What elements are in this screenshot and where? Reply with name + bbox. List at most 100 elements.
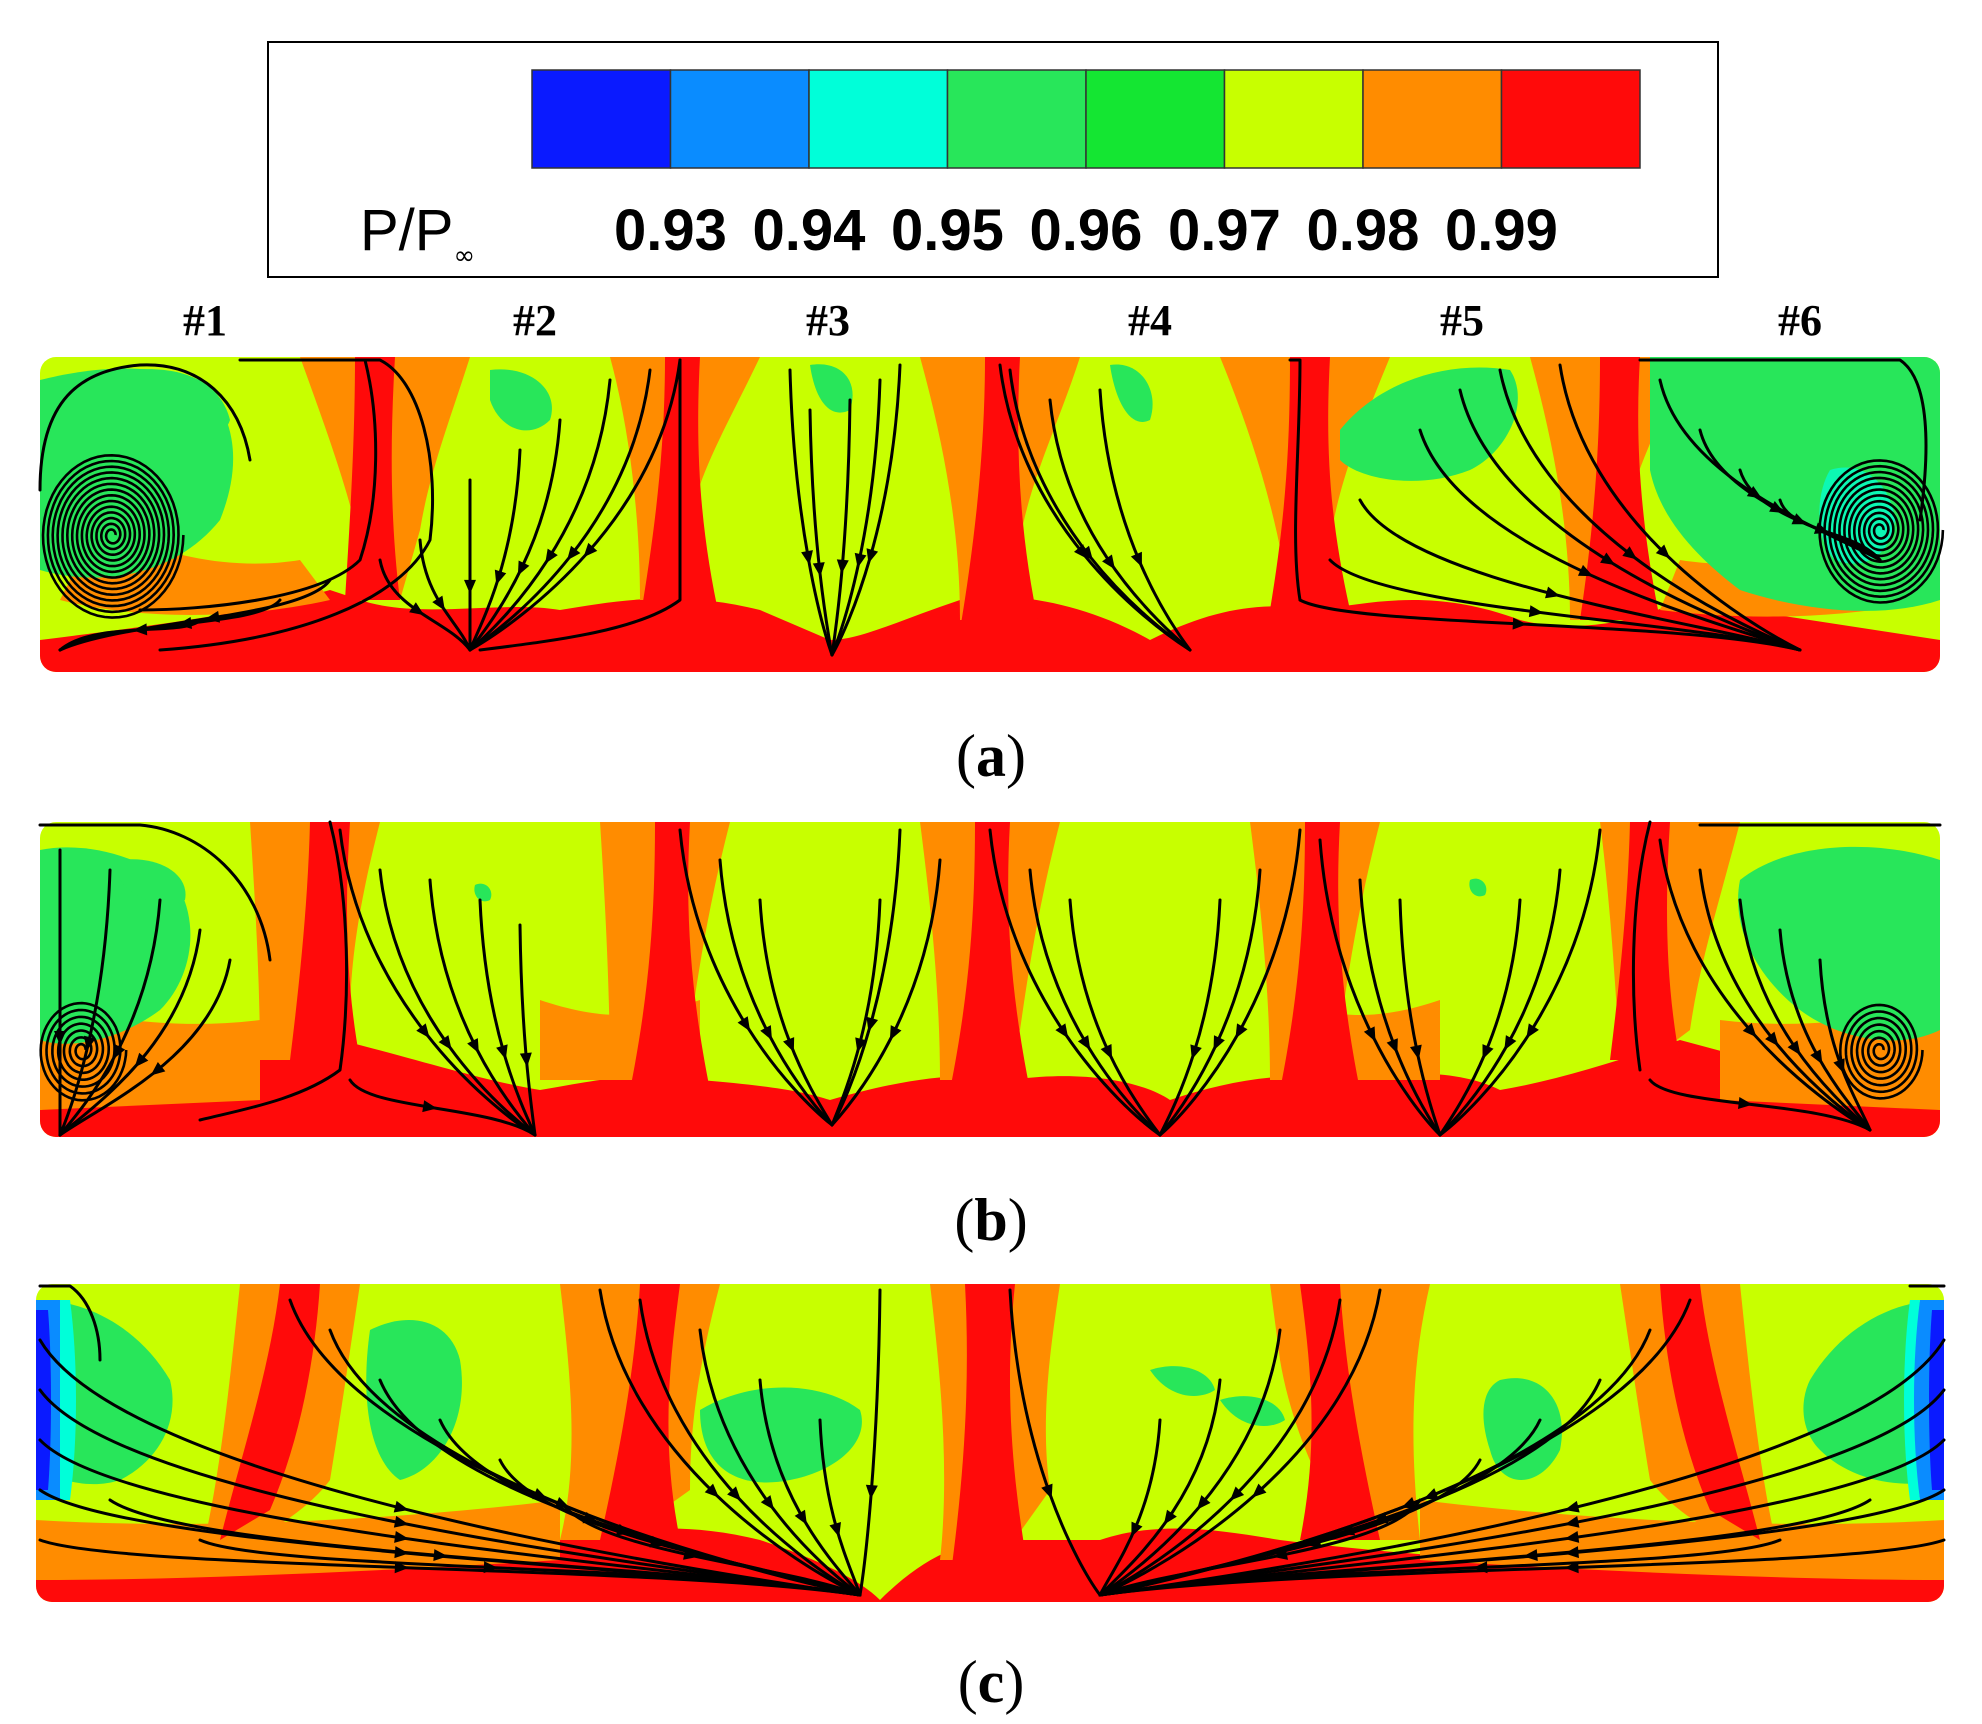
- legend-swatch-4: [946, 69, 1087, 169]
- streamline-arrow: [409, 602, 425, 616]
- streamline-arrow: [1041, 1483, 1053, 1499]
- streamline-arrow: [432, 595, 445, 611]
- panel-b: [40, 822, 1940, 1137]
- streamline-arrow: [836, 559, 849, 574]
- legend-swatch-6: [1223, 69, 1364, 169]
- streamline-arrow: [1077, 1035, 1091, 1051]
- streamline-arrow: [1229, 1486, 1245, 1501]
- streamline-arrow: [1235, 1023, 1248, 1039]
- legend-tick-label: 0.96: [1030, 198, 1143, 263]
- streamline-arrow: [1473, 1561, 1488, 1574]
- streamline-arrow: [1102, 554, 1115, 570]
- streamline-arrow: [1163, 1509, 1177, 1525]
- streamline-arrow: [1504, 1035, 1517, 1051]
- panel-a-streamline: [138, 358, 378, 612]
- streamline-arrow: [866, 548, 879, 564]
- streamline-arrow: [1196, 1495, 1211, 1510]
- panel-a-streamline: [38, 363, 252, 492]
- streamline-arrow: [1655, 544, 1671, 559]
- streamline-arrow: [1079, 545, 1093, 561]
- panel-a-streamlines: [38, 358, 1945, 657]
- legend-tick-labels: 0.93 0.94 0.95 0.96 0.97 0.98 0.99: [614, 198, 1558, 263]
- panel-a-vortex-left: [41, 453, 185, 619]
- legend-swatch-3: [808, 69, 949, 169]
- streamline-arrow: [1769, 501, 1785, 513]
- streamline-arrow: [783, 1037, 795, 1053]
- streamline-arrow: [683, 1548, 699, 1560]
- streamline-arrow: [1482, 1044, 1494, 1060]
- streamline-arrow: [1742, 1022, 1757, 1038]
- panel-label-c: (c): [958, 1649, 1025, 1715]
- legend-swatch-8: [1500, 69, 1641, 169]
- streamline-arrow: [794, 1509, 807, 1525]
- streamline-arrow: [1130, 551, 1142, 567]
- channel-label-5: #5: [1440, 296, 1484, 345]
- streamline-arrow: [1765, 1031, 1779, 1047]
- streamline-arrow: [1564, 1500, 1580, 1513]
- streamline-arrow: [812, 562, 825, 577]
- legend-variable: P/P∞: [360, 198, 475, 271]
- streamline-arrow: [1545, 586, 1561, 599]
- streamline-arrow: [54, 1031, 66, 1046]
- streamline-arrow: [704, 1483, 719, 1498]
- channel-label-3: #3: [806, 296, 850, 345]
- panel-a-vortex-right: [1818, 459, 1945, 604]
- panel-label-b: (b): [954, 1187, 1027, 1253]
- streamline-arrow: [1410, 1044, 1422, 1060]
- streamline-arrow: [483, 1561, 498, 1574]
- streamline-arrow: [1810, 1049, 1823, 1065]
- streamline-arrow: [801, 550, 813, 565]
- panel-b-streamline: [198, 820, 349, 1122]
- streamline-arrow: [517, 560, 530, 576]
- panel-b-green-regions: [40, 846, 1940, 1044]
- streamline-arrow: [1512, 617, 1527, 630]
- streamline-arrow: [1213, 1035, 1225, 1051]
- streamline-arrow: [1813, 522, 1830, 534]
- legend-swatch-5: [1085, 69, 1226, 169]
- legend-tick-label: 0.93: [614, 198, 727, 263]
- legend-tick-label: 0.99: [1445, 198, 1558, 263]
- panel-c-streamline: [38, 1284, 102, 1362]
- channel-label-2: #2: [513, 296, 557, 345]
- streamline-arrow: [467, 1038, 479, 1054]
- streamline-arrow: [1073, 544, 1088, 559]
- streamline-arrow: [134, 1052, 149, 1068]
- streamline-arrow: [1523, 1549, 1538, 1562]
- streamline-arrow: [519, 1052, 532, 1068]
- streamline-arrow: [854, 552, 867, 568]
- channel-label-6: #6: [1778, 296, 1822, 345]
- streamline-arrow: [438, 1035, 452, 1050]
- panel-c-red-stems: [220, 1284, 1760, 1580]
- streamline-arrow: [1131, 1521, 1143, 1537]
- streamline-arrow: [1526, 1023, 1539, 1039]
- streamline-arrow: [416, 1023, 430, 1039]
- panel-b-streamlines: [38, 820, 1942, 1137]
- legend: P/P∞ 0.93 0.94 0.95 0.96 0.97 0.98 0.99: [267, 41, 1719, 278]
- streamline-arrow: [829, 1522, 841, 1538]
- streamline-arrow: [1600, 552, 1616, 566]
- panel-a: [40, 357, 1940, 672]
- streamline-arrow: [1386, 1038, 1398, 1054]
- streamline-arrow: [113, 1043, 126, 1060]
- streamline-arrow: [1055, 1023, 1069, 1039]
- streamline-arrow: [649, 1535, 665, 1548]
- legend-color-bar: [531, 69, 1641, 169]
- channel-label-1: #1: [183, 296, 227, 345]
- streamline-arrow: [1401, 1497, 1417, 1509]
- legend-tick-label: 0.98: [1307, 198, 1420, 263]
- legend-swatch-1: [531, 69, 672, 169]
- channel-labels: #1 #2 #3 #4 #5 #6: [183, 296, 1822, 345]
- panel-c-streamlines: [38, 1284, 1946, 1597]
- legend-swatch-7: [1362, 69, 1503, 169]
- panel-label-a: (a): [956, 723, 1026, 789]
- streamline-arrow: [496, 1044, 508, 1060]
- streamline-arrow: [1737, 1097, 1753, 1109]
- streamline-arrow: [84, 1035, 96, 1051]
- legend-swatch-2: [669, 69, 810, 169]
- panel-b-vortex-right: [1838, 1003, 1924, 1100]
- legend-tick-label: 0.97: [1168, 198, 1281, 263]
- streamline-arrow: [205, 610, 221, 623]
- streamline-arrow: [855, 1037, 867, 1053]
- channel-label-4: #4: [1128, 296, 1172, 345]
